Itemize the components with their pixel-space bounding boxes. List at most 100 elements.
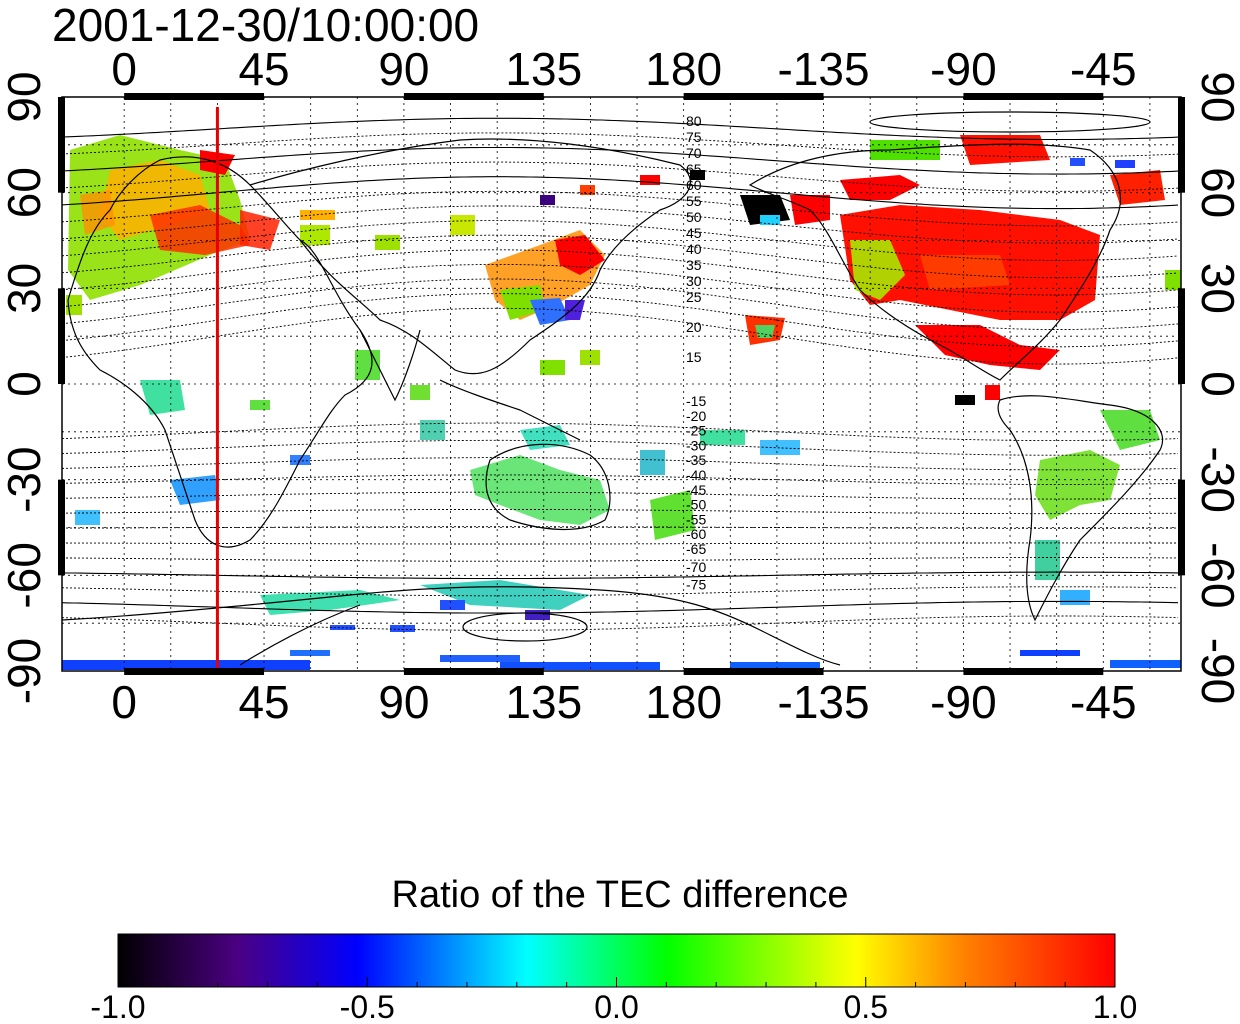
tec-patch [80, 190, 115, 235]
timestamp-title: 2001-12-30/10:00:00 [52, 0, 480, 51]
tec-patch [1070, 158, 1085, 166]
lon-tick-label-top: -135 [778, 43, 870, 95]
colorbar-ticks: -1.0 -0.5 0.0 0.5 1.0 [90, 977, 1137, 1024]
tec-patch [525, 610, 550, 620]
tec-patch [955, 395, 975, 405]
lat-tick-label-right: -90 [1192, 638, 1240, 704]
contour-label: -55 [686, 511, 706, 527]
lon-tick-label-top: 90 [378, 43, 429, 95]
contour-pole-south [462, 612, 588, 642]
frame-segment [683, 668, 824, 675]
lon-tick-label-bottom: 45 [238, 676, 289, 720]
lon-tick-label-top: 0 [111, 43, 137, 95]
frame-segment [403, 668, 544, 675]
tec-patch [375, 235, 400, 250]
tec-patch [1060, 590, 1090, 605]
tec-patch [1115, 160, 1135, 168]
contour-label: 30 [686, 273, 702, 289]
lat-tick-label-left: -90 [0, 638, 50, 704]
tec-patch [920, 255, 1010, 290]
magnetic-contours [62, 111, 1179, 642]
lon-tick-label-top: -45 [1070, 43, 1136, 95]
tec-patch [640, 175, 660, 185]
contour-label: -40 [686, 467, 706, 483]
contour-label: 75 [686, 129, 702, 145]
contour-label: -20 [686, 408, 706, 424]
lat-tick-label-left: -30 [0, 446, 50, 512]
lat-tick-label-left: 60 [0, 167, 50, 218]
contour-line [62, 176, 1179, 210]
colorbar-tick-label: -1.0 [90, 989, 145, 1024]
tec-patch [870, 140, 940, 160]
contour-line [62, 278, 1179, 330]
contour-label: -75 [686, 577, 706, 593]
lon-tick-label-bottom: 0 [111, 676, 137, 720]
lon-tick-label-top: 45 [238, 43, 289, 95]
lat-tick-label-left: 90 [0, 71, 50, 122]
contour-label: 55 [686, 193, 702, 209]
contour-label: 60 [686, 177, 702, 193]
tec-patch [300, 225, 330, 245]
lon-tick-label-bottom: 180 [645, 676, 722, 720]
contour-label: -50 [686, 497, 706, 513]
contour-line [62, 293, 1179, 348]
tec-patch [440, 600, 465, 610]
contour-label: -65 [686, 541, 706, 557]
tec-patch [540, 195, 555, 205]
frame-segment [124, 668, 265, 675]
contour-line [62, 146, 1179, 175]
frame-segment [58, 97, 65, 193]
contour-label: 35 [686, 257, 702, 273]
tec-patch [240, 210, 280, 250]
tec-patch [960, 135, 1050, 165]
frame-segment [403, 93, 544, 100]
coastlines [62, 138, 1164, 666]
frame-segment [1178, 479, 1185, 576]
contour-label: -70 [686, 559, 706, 575]
contour-line [62, 263, 1179, 313]
lat-tick-label-left: 0 [0, 371, 50, 397]
lon-tick-label-bottom: -90 [930, 676, 996, 720]
frame-segment [683, 93, 824, 100]
tec-patch [390, 625, 415, 632]
tec-patch [1035, 450, 1120, 520]
tec-patch [700, 430, 745, 445]
contour-line [62, 307, 1179, 365]
lat-tick-label-right: -60 [1192, 542, 1240, 608]
lat-tick-label-right: 0 [1192, 371, 1240, 397]
tec-patch [140, 380, 185, 415]
contour-label: 65 [686, 161, 702, 177]
tec-patch [440, 655, 520, 662]
contour-line [62, 220, 1179, 261]
tec-patch [1165, 270, 1181, 290]
contour-label: -45 [686, 482, 706, 498]
lon-tick-label-top: -90 [930, 43, 996, 95]
tec-patch [75, 510, 100, 525]
tec-patch [1110, 660, 1181, 668]
contour-line [62, 600, 1179, 614]
contour-label: -30 [686, 437, 706, 453]
frame-segment [1178, 288, 1185, 384]
frame-segment [124, 93, 265, 100]
frame-segment [1178, 97, 1185, 193]
tec-patch [470, 455, 610, 525]
contour-line [62, 190, 1179, 227]
contour-label: -15 [686, 393, 706, 409]
tec-patch [565, 300, 585, 320]
colorbar-tick-label: -0.5 [340, 989, 395, 1024]
contour-label: 70 [686, 145, 702, 161]
lat-tick-label-left: 30 [0, 263, 50, 314]
contour-label: -60 [686, 526, 706, 542]
lon-tick-label-bottom: -135 [778, 676, 870, 720]
lat-tick-label-right: 30 [1192, 263, 1240, 314]
tec-patch [355, 350, 380, 380]
tec-patch [985, 385, 1000, 400]
contour-label: 40 [686, 241, 702, 257]
lat-tick-label-right: -30 [1192, 446, 1240, 512]
contour-label: 20 [686, 319, 702, 335]
lon-tick-label-bottom: -45 [1070, 676, 1136, 720]
contour-line [62, 205, 1179, 244]
lon-tick-label-bottom: 135 [505, 676, 582, 720]
tec-patch [290, 650, 330, 656]
